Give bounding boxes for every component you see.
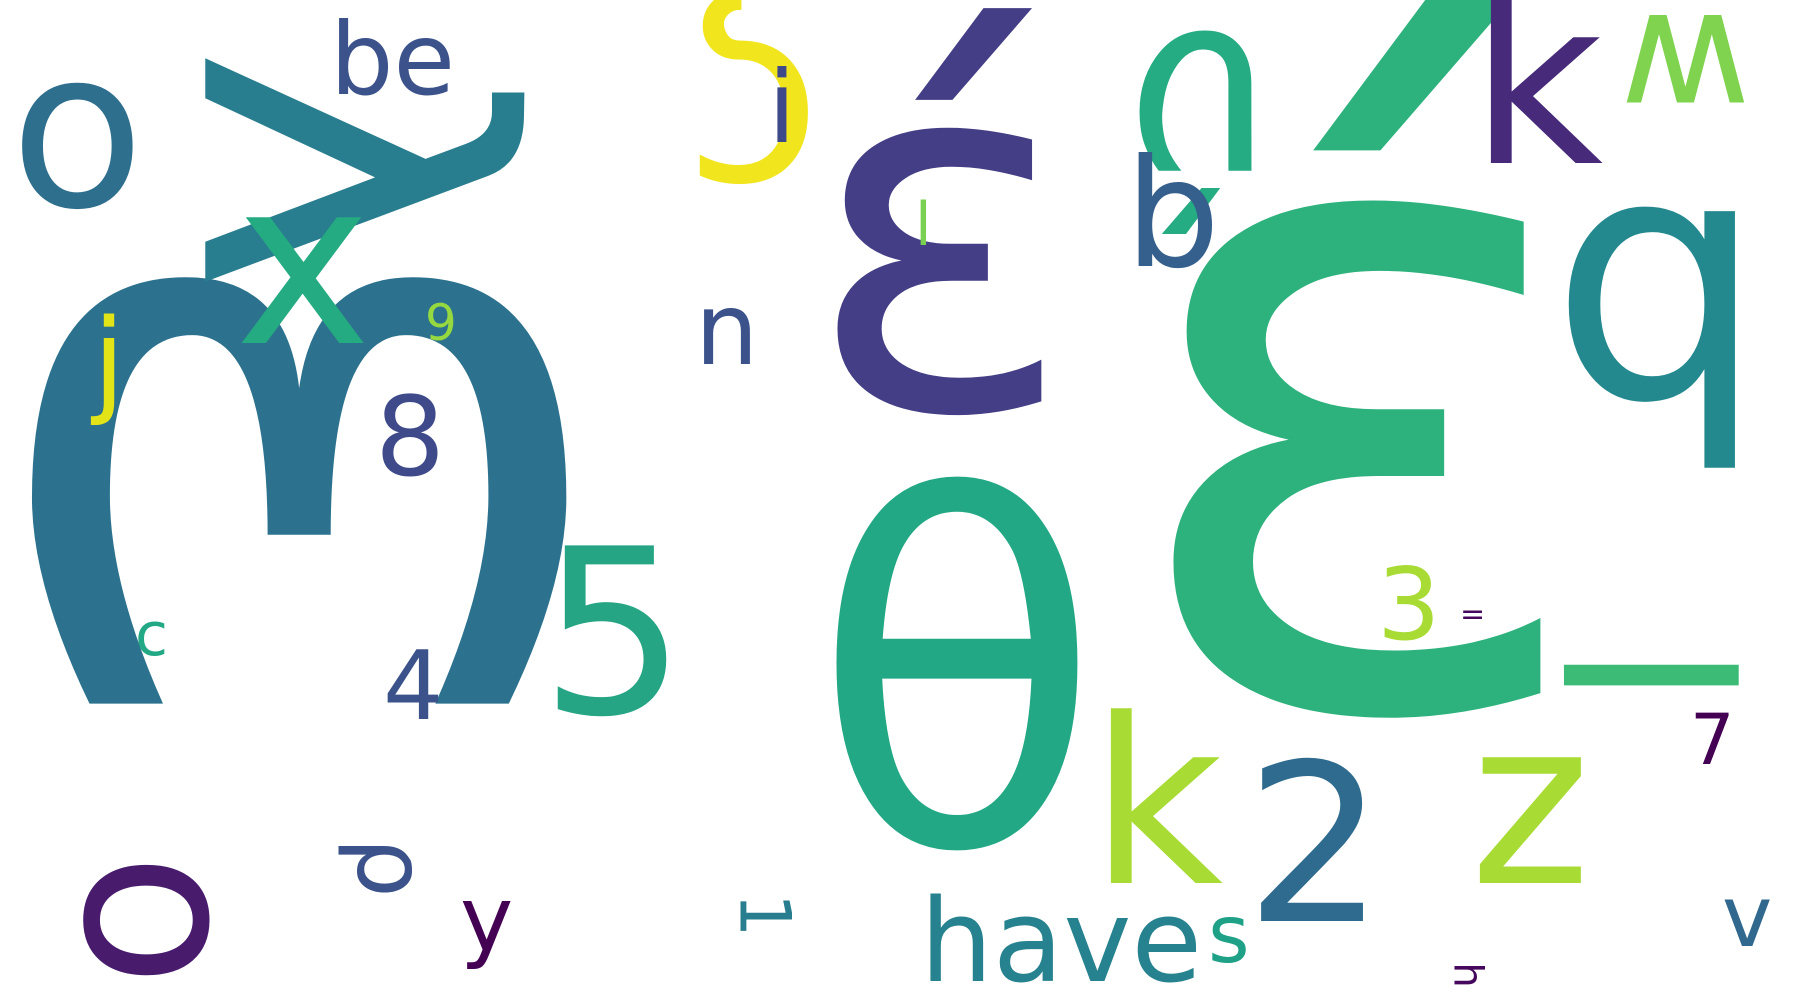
- word-3: 3: [1377, 546, 1441, 663]
- word-have: have: [920, 875, 1203, 1000]
- word-l-small: l: [915, 190, 932, 260]
- word-s: s: [1208, 888, 1250, 981]
- word-k-top: k: [1470, 0, 1604, 218]
- word-be: be: [330, 1, 455, 118]
- word-o-top: o: [10, 2, 145, 258]
- word-2: 2: [1245, 717, 1385, 973]
- word-i: i: [768, 49, 796, 166]
- word-c: c: [135, 600, 168, 670]
- word-l-right: l: [1508, 643, 1776, 707]
- word-7: 7: [1690, 699, 1735, 781]
- word-w: w: [1620, 0, 1751, 164]
- word-y: y: [460, 867, 514, 972]
- word-b: b: [1125, 128, 1221, 302]
- word-e-acute-large: έ: [1115, 0, 1602, 918]
- word-j: j: [93, 295, 125, 429]
- word-8: 8: [375, 373, 445, 501]
- word-z: z: [1470, 671, 1591, 938]
- word-k-bottom: k: [1090, 671, 1224, 938]
- word-theta: θ: [810, 400, 1104, 959]
- word-rho: ρ: [335, 837, 446, 898]
- word-equals: =: [1460, 597, 1486, 632]
- word-4: 4: [383, 632, 444, 742]
- word-h: h: [1444, 962, 1491, 988]
- word-o-bottom: o: [34, 852, 291, 988]
- word-1: 1: [723, 892, 806, 938]
- word-x: x: [235, 131, 372, 398]
- word-q: q: [1550, 82, 1766, 478]
- word-9: 9: [425, 294, 457, 352]
- word-v: v: [1722, 868, 1773, 967]
- word-n: n: [695, 271, 759, 388]
- word-epsilon-tonos: έ: [805, 0, 1076, 526]
- word-5: 5: [540, 501, 687, 768]
- word-final-sigma: ς: [675, 0, 822, 276]
